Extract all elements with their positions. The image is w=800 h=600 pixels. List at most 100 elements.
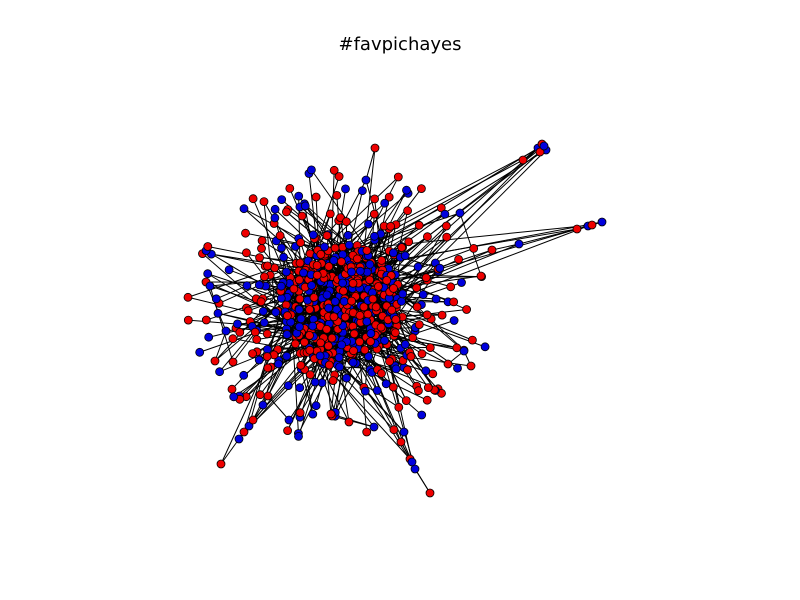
graph-node-blue — [514, 239, 524, 249]
graph-node-red — [248, 415, 258, 425]
graph-node-red — [466, 361, 476, 371]
graph-node-blue — [294, 305, 304, 315]
graph-node-red — [366, 337, 375, 347]
graph-node-blue — [254, 280, 264, 290]
graph-node-red — [322, 231, 332, 241]
graph-node-blue — [229, 392, 239, 402]
graph-node-blue — [281, 267, 291, 277]
graph-node-blue — [364, 352, 374, 361]
graph-node-red — [452, 343, 462, 353]
graph-node-red — [442, 232, 452, 242]
graph-node-red — [183, 292, 193, 302]
graph-node-blue — [308, 409, 318, 419]
graph-node-red — [389, 283, 398, 293]
graph-node-blue — [391, 364, 401, 374]
graph-node-red — [285, 183, 295, 193]
graph-node-red — [487, 245, 497, 255]
graph-node-red — [312, 270, 322, 280]
graph-node-blue — [224, 265, 234, 275]
graph-node-blue — [310, 377, 320, 387]
graph-node-red — [414, 220, 424, 230]
graph-node-blue — [397, 296, 406, 306]
graph-node-red — [349, 346, 358, 356]
graph-edge — [267, 395, 290, 421]
graph-node-red — [417, 349, 427, 359]
graph-node-red — [389, 425, 399, 435]
graph-node-red — [330, 243, 340, 253]
graph-node-red — [397, 243, 407, 252]
graph-node-red — [406, 352, 416, 361]
graph-node-blue — [357, 186, 367, 196]
graph-node-red — [441, 221, 451, 231]
graph-node-blue — [413, 262, 423, 272]
graph-node-red — [421, 273, 431, 283]
graph-node-red — [362, 246, 372, 255]
graph-node-blue — [306, 165, 316, 175]
graph-node-blue — [320, 242, 329, 252]
graph-node-red — [422, 395, 432, 405]
graph-node-red — [296, 238, 306, 248]
graph-node-red — [382, 275, 392, 285]
graph-node-red — [376, 322, 386, 332]
graph-node-blue — [431, 294, 441, 304]
graph-node-blue — [440, 209, 450, 219]
graph-node-red — [469, 243, 479, 253]
graph-node-red — [394, 402, 404, 412]
graph-node-red — [263, 363, 273, 373]
graph-node-red — [408, 333, 418, 343]
graph-node-red — [311, 192, 321, 202]
graph-node-red — [518, 155, 528, 165]
graph-node-blue — [258, 400, 268, 410]
graph-node-red — [341, 217, 351, 227]
graph-node-red — [348, 278, 358, 288]
graph-node-red — [299, 337, 309, 347]
graph-node-blue — [372, 386, 382, 395]
graph-node-blue — [282, 330, 292, 339]
graph-node-red — [252, 335, 262, 344]
graph-node-blue — [299, 268, 308, 278]
graph-node-red — [414, 320, 424, 330]
graph-node-blue — [341, 184, 350, 194]
graph-node-blue — [294, 191, 304, 201]
graph-node-red — [535, 147, 545, 157]
graph-node-red — [385, 356, 394, 366]
graph-node-red — [227, 384, 237, 394]
graph-node-blue — [421, 366, 431, 376]
graph-node-blue — [276, 281, 286, 291]
graph-node-blue — [308, 321, 318, 331]
graph-node-red — [393, 172, 403, 182]
graph-edge — [386, 247, 474, 281]
graph-node-red — [335, 213, 345, 223]
graph-edge — [397, 151, 541, 285]
graph-edge — [282, 221, 603, 284]
graph-node-blue — [369, 231, 379, 241]
graph-node-red — [437, 310, 447, 320]
graph-node-red — [403, 365, 412, 375]
graph-node-red — [259, 197, 269, 207]
graph-node-blue — [362, 317, 372, 327]
graph-node-red — [305, 305, 315, 314]
graph-node-blue — [399, 427, 409, 437]
graph-node-blue — [204, 332, 214, 342]
graph-node-blue — [270, 204, 280, 214]
graph-node-blue — [258, 306, 268, 316]
graph-node-blue — [234, 434, 244, 444]
graph-node-red — [352, 254, 362, 264]
graph-node-red — [270, 263, 280, 273]
graph-node-red — [325, 209, 335, 219]
graph-node-red — [403, 206, 413, 216]
graph-node-blue — [364, 219, 373, 229]
graph-node-blue — [308, 230, 318, 240]
graph-node-red — [377, 369, 386, 378]
graph-node-blue — [381, 379, 391, 389]
graph-node-blue — [459, 346, 469, 356]
graph-node-red — [259, 272, 269, 282]
graph-node-blue — [597, 217, 607, 227]
graph-node-blue — [233, 319, 242, 329]
graph-node-red — [305, 330, 314, 340]
graph-node-blue — [300, 201, 310, 211]
graph-node-blue — [284, 415, 294, 425]
graph-node-blue — [335, 362, 345, 372]
graph-node-red — [326, 409, 336, 419]
